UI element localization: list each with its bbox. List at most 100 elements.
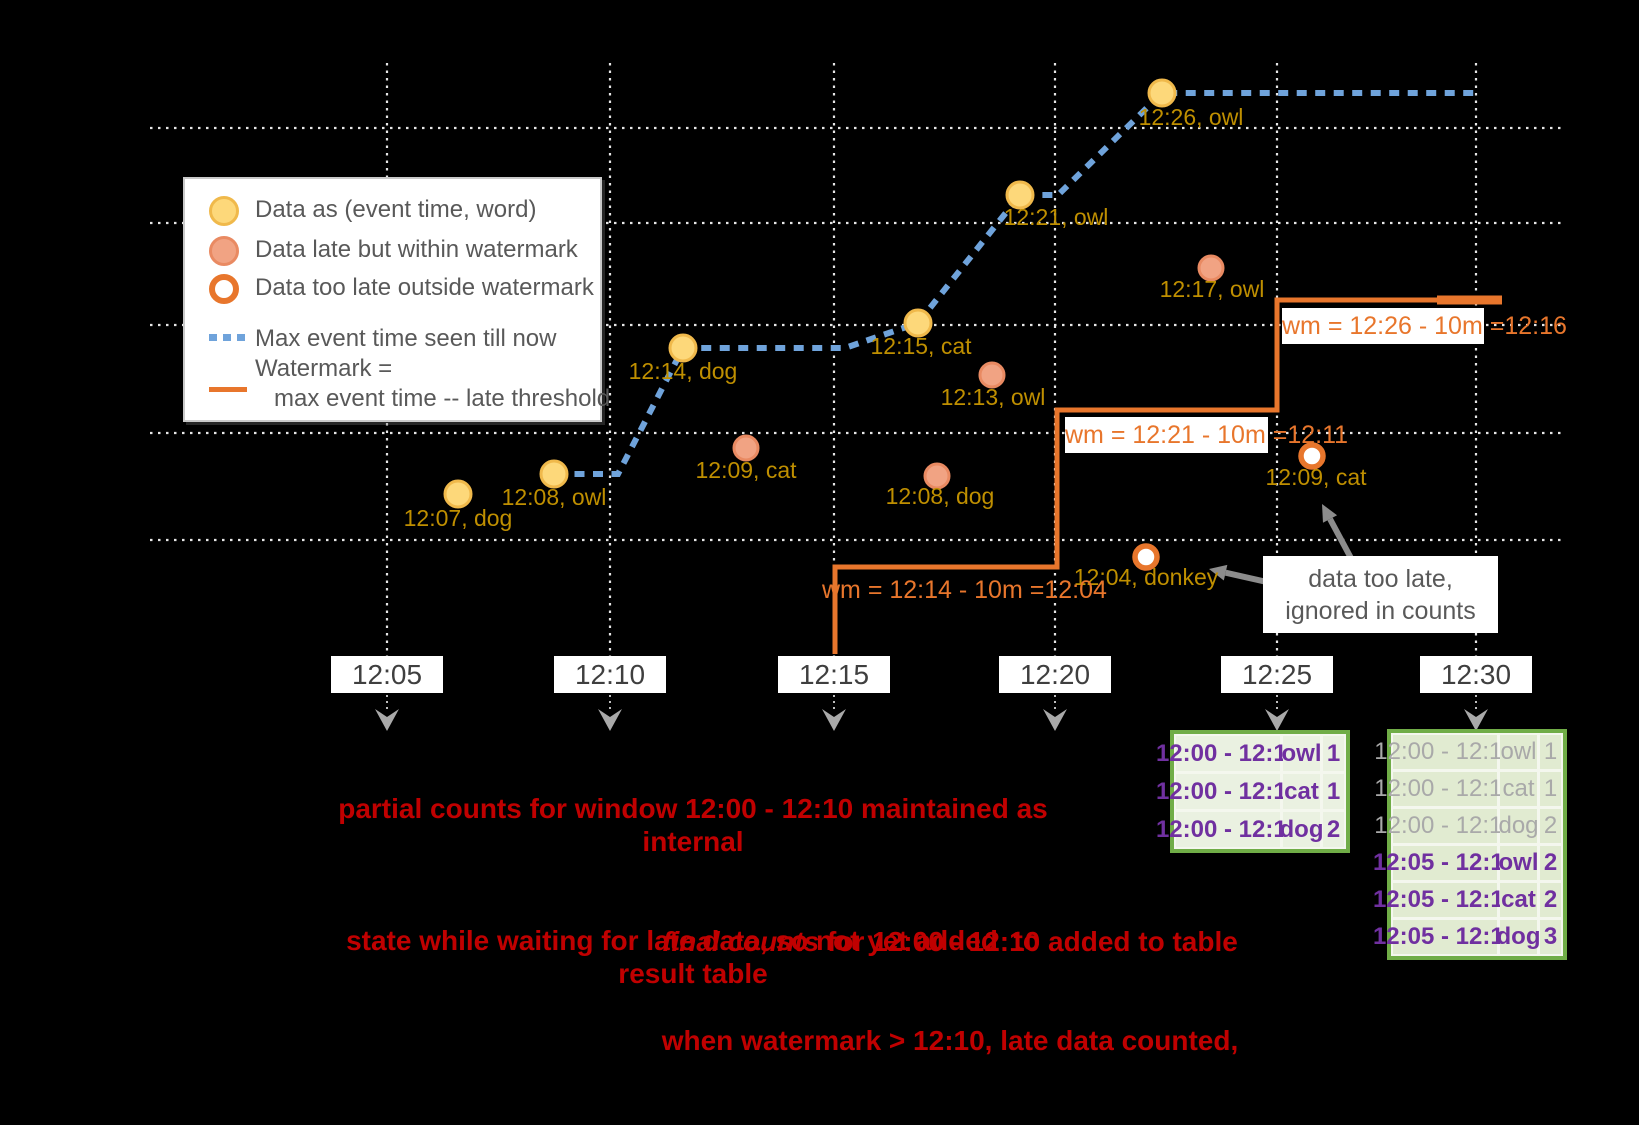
data-point-late	[923, 462, 951, 490]
partial-counts-annotation: partial counts for window 12:00 - 12:10 …	[330, 726, 1056, 1056]
data-point-ontime	[903, 308, 933, 338]
word-cell: dog	[1498, 809, 1539, 843]
data-point-toolate	[1132, 543, 1160, 571]
table-row: 12:05 - 12:15 owl 2	[1373, 846, 1561, 880]
axis-label-12-15: 12:15	[778, 656, 890, 693]
legend-label: Watermark =	[255, 355, 393, 382]
legend-label-line2: max event time -- late threshold	[274, 385, 611, 412]
data-point-ontime	[1005, 180, 1035, 210]
data-point-label: 12:13, owl	[940, 384, 1046, 410]
final-counts-emphasis: final counts	[662, 926, 820, 957]
callout-arrowhead-icon	[1322, 504, 1338, 523]
axis-label-12-05: 12:05	[331, 656, 443, 693]
data-point-label: 12:09, cat	[1265, 464, 1367, 490]
table-row: 12:00 - 12:10 cat 1	[1374, 772, 1561, 806]
window-cell: 12:05 - 12:15	[1373, 883, 1517, 917]
word-cell: dog	[1497, 920, 1541, 954]
ontime-dot-icon	[209, 196, 239, 226]
count-cell: 2	[1540, 883, 1561, 917]
axis-label-12-20: 12:20	[999, 656, 1111, 693]
callout-arrowhead-icon	[1209, 564, 1228, 581]
data-point-label: 12:08, dog	[885, 483, 995, 509]
data-point-label: 12:08, owl	[501, 484, 607, 510]
data-point-label: 12:17, owl	[1159, 276, 1265, 302]
axis-label-12-30: 12:30	[1420, 656, 1532, 693]
too-late-callout: data too late, ignored in counts	[1263, 556, 1498, 633]
data-point-late	[732, 434, 760, 462]
annotation-line: partial counts for window 12:00 - 12:10 …	[338, 793, 1056, 857]
result-table-12-30: 12:00 - 12:10 owl 1 12:00 - 12:10 cat 1 …	[1373, 729, 1567, 960]
legend-label: Max event time seen till now	[255, 325, 557, 352]
data-point-label: 12:09, cat	[695, 457, 797, 483]
late-dot-icon	[209, 236, 239, 266]
legend-label: Data late but within watermark	[255, 236, 578, 263]
count-cell: 2	[1323, 812, 1344, 847]
table-row: 12:05 - 12:15 cat 2	[1373, 883, 1561, 917]
axis-arrowhead-icon	[1265, 709, 1289, 731]
window-cell: 12:00 - 12:10	[1374, 735, 1516, 769]
annotation-line: final counts for 12:00 - 12:10 added to …	[640, 925, 1260, 958]
legend-item: Data too late outside watermark	[185, 274, 600, 304]
window-cell: 12:00 - 12:10	[1374, 772, 1516, 806]
legend-item: Max event time seen till now	[185, 325, 600, 355]
watermark-value-label: wm = 12:21 - 10m =12:11	[1065, 417, 1348, 453]
count-cell: 2	[1540, 809, 1561, 843]
table-row: 12:00 - 12:10 owl 1	[1156, 736, 1344, 771]
callout-arrow-shaft	[1327, 517, 1355, 562]
word-cell: cat	[1500, 883, 1537, 917]
legend: Data as (event time, word) Data late but…	[183, 177, 610, 422]
max-event-time-line-icon	[209, 334, 251, 341]
count-cell: 3	[1540, 920, 1561, 954]
annotation-line: state while waiting for late data, so no…	[346, 925, 1048, 989]
table-row: 12:05 - 12:15 dog 3	[1373, 920, 1561, 954]
final-counts-annotation: final counts for 12:00 - 12:10 added to …	[640, 859, 1260, 1125]
window-cell: 12:00 - 12:10	[1156, 736, 1300, 771]
data-point-ontime	[668, 333, 698, 363]
word-cell: cat	[1500, 772, 1537, 806]
table-row: 12:00 - 12:10 dog 2	[1156, 812, 1344, 847]
table-row: 12:00 - 12:10 owl 1	[1374, 735, 1561, 769]
data-point-ontime	[1147, 78, 1177, 108]
word-cell: owl	[1282, 736, 1322, 771]
axis-arrowhead-icon	[375, 709, 399, 731]
axis-arrowhead-icon	[598, 709, 622, 731]
watermark-value-label: wm = 12:26 - 10m =12:16	[1282, 308, 1567, 344]
legend-item: Watermark = max event time -- late thres…	[185, 355, 610, 412]
callout-line: ignored in counts	[1285, 597, 1476, 625]
watermark-value-label: wm = 12:14 - 10m =12:04	[822, 576, 1107, 604]
data-point-label: 12:07, dog	[403, 505, 513, 531]
axis-arrowhead-icon	[1043, 709, 1067, 731]
axis-arrowhead-icon	[822, 709, 846, 731]
data-point-ontime	[539, 459, 569, 489]
data-point-label: 12:21, owl	[1003, 204, 1109, 230]
data-point-label: 12:14, dog	[628, 358, 738, 384]
watermark-step-line	[832, 297, 1502, 654]
data-point-label: 12:26, owl	[1138, 104, 1244, 130]
data-point-toolate	[1298, 442, 1326, 470]
watermark-line-icon	[209, 387, 247, 392]
count-cell: 1	[1323, 774, 1344, 809]
data-point-ontime	[443, 479, 473, 509]
legend-label: Data too late outside watermark	[255, 274, 594, 301]
result-table-12-25: 12:00 - 12:10 owl 1 12:00 - 12:10 cat 1 …	[1156, 730, 1350, 853]
word-cell: cat	[1283, 774, 1320, 809]
word-cell: owl	[1499, 846, 1539, 880]
count-cell: 1	[1323, 736, 1344, 771]
axis-label-12-25: 12:25	[1221, 656, 1333, 693]
window-cell: 12:05 - 12:15	[1373, 846, 1517, 880]
axis-arrowhead-icon	[1464, 709, 1488, 731]
window-cell: 12:00 - 12:10	[1156, 774, 1300, 809]
count-cell: 1	[1540, 772, 1561, 806]
window-cell: 12:05 - 12:15	[1373, 920, 1517, 954]
too-late-circle-icon	[209, 274, 239, 304]
word-cell: dog	[1280, 812, 1324, 847]
annotation-line: when watermark > 12:10, late data counte…	[661, 1025, 1239, 1056]
max-event-time-line	[556, 90, 1477, 477]
data-point-late	[1197, 254, 1225, 282]
legend-label: Data as (event time, word)	[255, 196, 537, 223]
data-point-late	[978, 361, 1006, 389]
word-cell: owl	[1500, 735, 1537, 769]
window-cell: 12:00 - 12:10	[1374, 809, 1516, 843]
legend-item: Data as (event time, word)	[185, 196, 600, 226]
